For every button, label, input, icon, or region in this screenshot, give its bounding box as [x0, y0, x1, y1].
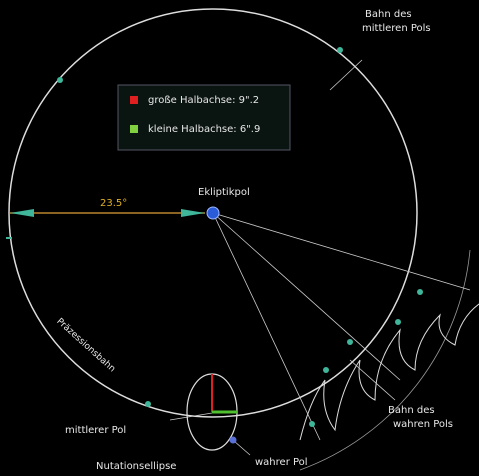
leader: [329, 59, 363, 91]
true-orbit-label: wahren Pols: [393, 419, 453, 430]
legend-swatch: [130, 125, 138, 133]
legend-box: [117, 84, 291, 151]
ellipse-label: Nutationsellipse: [96, 461, 176, 472]
leader: [349, 359, 396, 401]
true-pole-label: wahrer Pol: [255, 457, 308, 468]
ecliptic-pole: [206, 206, 220, 220]
arrow-head: [181, 209, 205, 217]
legend-swatch: [130, 96, 138, 104]
arrow-head: [10, 209, 34, 217]
mean-pole-label: mittlerer Pol: [65, 425, 126, 436]
legend-item: große Halbachse: 9".2: [148, 95, 259, 106]
cone-lines: [212, 212, 471, 441]
outer-arc: [299, 249, 471, 471]
leader: [169, 412, 213, 421]
true-pole: [229, 436, 237, 444]
pole-label: Ekliptikpol: [198, 187, 250, 198]
true-pole-orbit: [299, 303, 479, 441]
angle-label: 23.5°: [100, 198, 127, 209]
leader: [233, 440, 251, 456]
orbit-markers: [57, 47, 423, 427]
true-orbit-label: Bahn des: [388, 405, 435, 416]
legend-item: kleine Halbachse: 6".9: [148, 124, 260, 135]
orbit-label: Bahn des: [365, 9, 412, 20]
orbit-label: mittleren Pols: [362, 23, 431, 34]
mean-pole-orbit: [8, 8, 418, 418]
